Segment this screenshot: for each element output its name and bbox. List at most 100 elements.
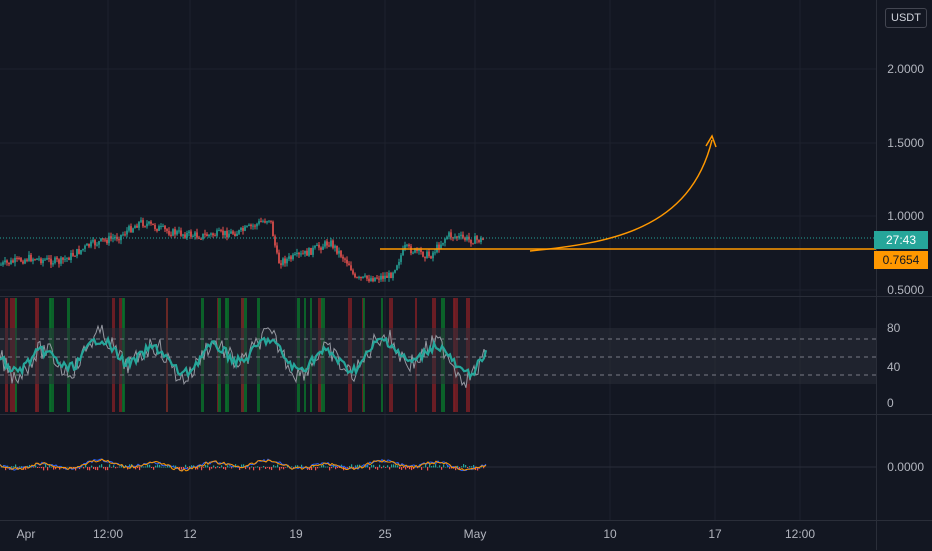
- candle-body: [74, 255, 76, 257]
- macd-label-zero: 0.0000: [887, 460, 924, 474]
- macd-histogram-bar: [153, 467, 155, 470]
- macd-histogram-bar: [43, 467, 45, 471]
- macd-histogram-bar: [51, 466, 53, 468]
- macd-histogram-bar: [185, 464, 187, 468]
- candle-body: [272, 221, 274, 237]
- candle-body: [330, 240, 332, 247]
- macd-histogram-bar: [259, 467, 261, 471]
- candle-body: [204, 233, 206, 235]
- candle-body: [398, 261, 400, 266]
- candle-body: [208, 234, 210, 237]
- candle-body: [244, 226, 246, 231]
- candle-body: [326, 241, 328, 246]
- macd-histogram-bar: [327, 466, 329, 468]
- candle-body: [92, 240, 94, 242]
- candle-body: [226, 230, 228, 238]
- macd-histogram-bar: [319, 466, 321, 468]
- candle-body: [310, 247, 312, 255]
- macd-histogram-bar: [109, 464, 111, 468]
- candle-body: [406, 244, 408, 246]
- candle-body: [40, 258, 42, 264]
- macd-histogram-bar: [165, 466, 167, 468]
- macd-histogram-bar: [157, 464, 159, 468]
- candle-body: [70, 253, 72, 261]
- macd-histogram-bar: [37, 467, 39, 468]
- macd-histogram-bar: [79, 467, 81, 470]
- candle-body: [426, 251, 428, 259]
- candle-body: [472, 243, 474, 245]
- candle-body: [236, 233, 238, 237]
- macd-histogram-bar: [313, 464, 315, 468]
- candle-body: [50, 258, 52, 265]
- candle-body: [176, 231, 178, 235]
- macd-histogram-bar: [429, 464, 431, 468]
- candle-body: [128, 226, 130, 231]
- macd-histogram-bar: [239, 467, 241, 471]
- candle-body: [320, 247, 322, 250]
- candle-body: [14, 257, 16, 263]
- candle-body: [232, 231, 234, 234]
- time-axis[interactable]: [0, 520, 932, 551]
- candle-body: [184, 234, 186, 238]
- candle-body: [420, 248, 422, 252]
- macd-histogram-bar: [187, 467, 189, 469]
- osc-label-80: 80: [887, 321, 901, 335]
- current-time-tag: 27:43: [874, 231, 928, 249]
- candle-body: [298, 252, 300, 255]
- currency-button[interactable]: USDT: [885, 8, 927, 28]
- macd-histogram-bar: [431, 466, 433, 468]
- candle-body: [362, 276, 364, 279]
- price-label-2: 2.0000: [887, 62, 924, 76]
- macd-histogram-bar: [161, 466, 163, 468]
- price-axis[interactable]: [876, 0, 932, 550]
- candle-body: [172, 229, 174, 236]
- candle-body: [414, 248, 416, 253]
- candle-body: [268, 220, 270, 222]
- candle-body: [400, 255, 402, 262]
- macd-histogram-bar: [297, 465, 299, 468]
- macd-histogram-bar: [423, 466, 425, 468]
- macd-histogram-bar: [483, 467, 485, 469]
- macd-histogram-bar: [199, 465, 201, 468]
- macd-histogram-bar: [203, 467, 205, 468]
- candle-body: [470, 239, 472, 244]
- candle-body: [328, 245, 330, 247]
- candle-body: [358, 276, 360, 278]
- candle-body: [198, 237, 200, 239]
- candle-body: [382, 275, 384, 279]
- candle-body: [214, 235, 216, 237]
- macd-histogram-bar: [449, 467, 451, 469]
- macd-histogram-bar: [245, 467, 247, 470]
- candle-body: [252, 225, 254, 227]
- drawing-tools[interactable]: [0, 134, 876, 252]
- candle-body: [32, 259, 34, 262]
- candle-body: [422, 251, 424, 257]
- candle-body: [302, 253, 304, 255]
- candle-body: [376, 277, 378, 279]
- macd-histogram-bar: [181, 467, 183, 470]
- candle-body: [430, 256, 432, 259]
- candle-body: [392, 272, 394, 279]
- pane-separator-1[interactable]: [0, 296, 932, 297]
- candle-body: [368, 278, 370, 282]
- candle-body: [316, 244, 318, 246]
- candle-body: [346, 259, 348, 264]
- macd-histogram-bar: [85, 464, 87, 468]
- candle-body: [94, 240, 96, 246]
- candle-body: [186, 232, 188, 238]
- macd-histogram-bar: [335, 467, 337, 470]
- candle-body: [164, 225, 166, 230]
- pane-separator-2[interactable]: [0, 414, 932, 415]
- macd-histogram-bar: [355, 465, 357, 468]
- macd-histogram-bar: [215, 467, 217, 469]
- candle-body: [448, 232, 450, 237]
- candle-body: [200, 238, 202, 240]
- price-label-0-5: 0.5000: [887, 283, 924, 297]
- candle-body: [8, 262, 10, 265]
- candle-body: [396, 265, 398, 271]
- candle-body: [478, 239, 480, 243]
- candle-body: [390, 272, 392, 279]
- macd-histogram-bar: [437, 466, 439, 468]
- candle-body: [160, 226, 162, 228]
